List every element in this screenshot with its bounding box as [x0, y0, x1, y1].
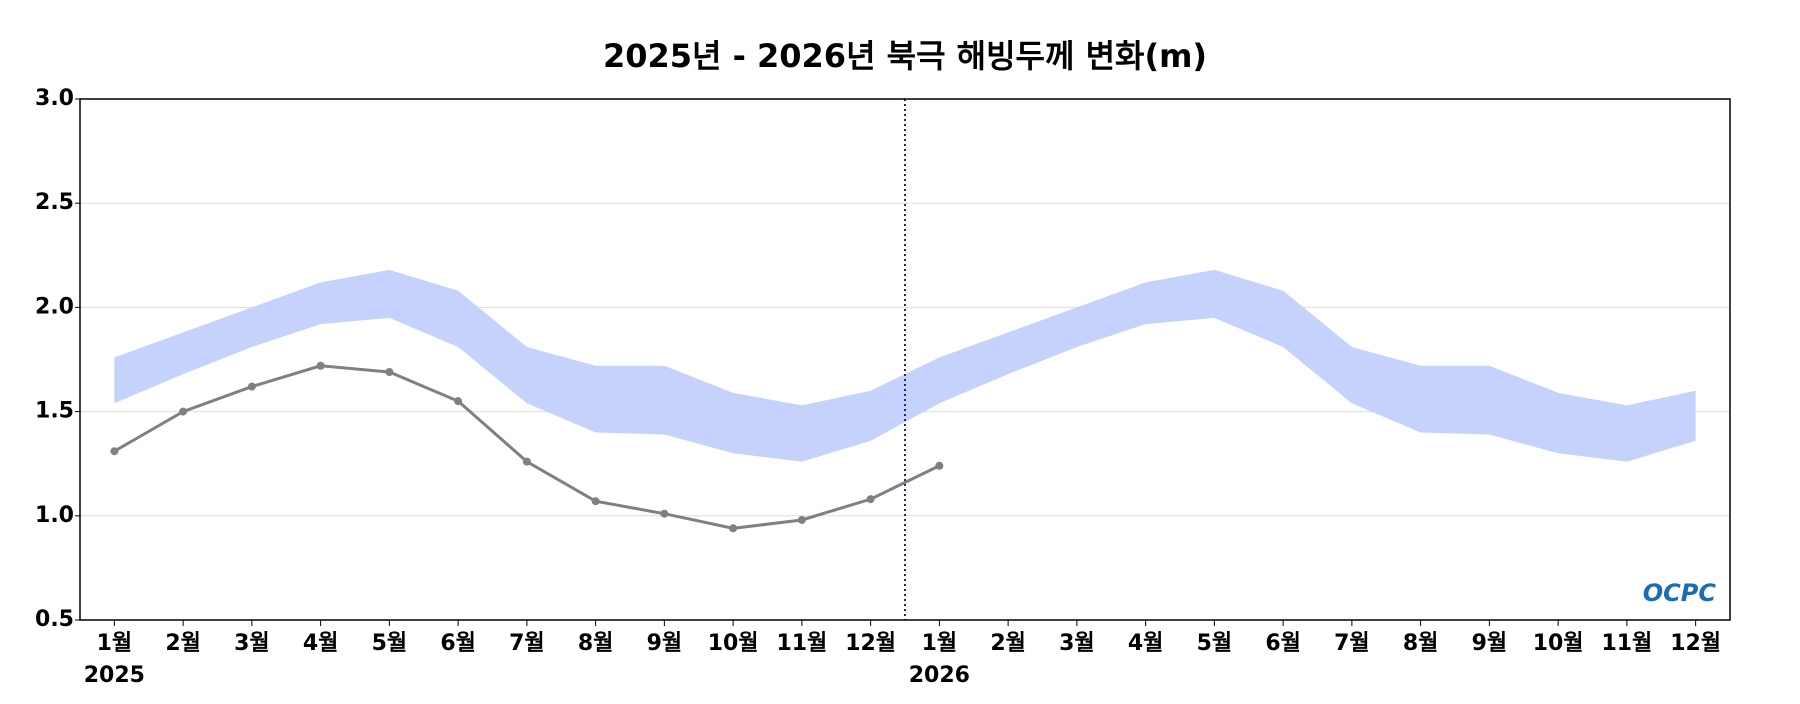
x-tick-label: 1월 — [97, 631, 133, 656]
y-tick-label: 1.0 — [35, 503, 74, 528]
x-tick-label: 5월 — [372, 631, 408, 656]
chart-title: 2025년 - 2026년 북극 해빙두께 변화(m) — [603, 37, 1207, 75]
x-tick-label: 7월 — [509, 631, 545, 656]
x-tick-label: 10월 — [1533, 631, 1584, 656]
x-tick-label: 1월 — [922, 631, 958, 656]
point — [110, 447, 119, 456]
x-tick-label: 11월 — [1601, 631, 1652, 656]
range-band — [114, 269, 1696, 462]
point — [522, 457, 531, 466]
point — [797, 515, 806, 524]
point — [935, 461, 944, 470]
x-tick-label: 2월 — [165, 631, 201, 656]
x-tick-label: 8월 — [578, 631, 614, 656]
point — [247, 382, 256, 391]
y-tick-label: 0.5 — [35, 607, 74, 632]
y-tick-label: 1.5 — [35, 399, 74, 424]
x-tick-label: 8월 — [1403, 631, 1439, 656]
x-tick-label: 6월 — [440, 631, 476, 656]
y-tick-label: 2.5 — [35, 190, 74, 215]
x-tick-label: 4월 — [1128, 631, 1164, 656]
x-tick-label: 5월 — [1197, 631, 1233, 656]
point — [660, 509, 669, 518]
x-tick-label: 12월 — [1670, 631, 1721, 656]
x-tick-label: 3월 — [234, 631, 270, 656]
x-tick-label: 2월 — [990, 631, 1026, 656]
y-tick-label: 3.0 — [35, 86, 74, 111]
year-label: 2025 — [84, 663, 145, 688]
point — [454, 397, 463, 406]
x-tick-label: 3월 — [1059, 631, 1095, 656]
point — [866, 495, 875, 504]
logo: OCPC — [1643, 579, 1717, 607]
point — [729, 524, 738, 533]
year-label: 2026 — [909, 663, 970, 688]
x-tick-label: 6월 — [1265, 631, 1301, 656]
x-tick-label: 4월 — [303, 631, 339, 656]
x-tick-label: 12월 — [845, 631, 896, 656]
x-tick-label: 7월 — [1334, 631, 1370, 656]
point — [316, 361, 325, 370]
point — [385, 368, 394, 377]
x-tick-label: 9월 — [647, 631, 683, 656]
x-tick-label: 9월 — [1472, 631, 1508, 656]
x-tick-label: 11월 — [776, 631, 827, 656]
y-tick-label: 2.0 — [35, 294, 74, 319]
x-tick-label: 10월 — [708, 631, 759, 656]
point — [591, 497, 600, 506]
plot-frame — [79, 98, 1731, 621]
point — [179, 407, 188, 416]
